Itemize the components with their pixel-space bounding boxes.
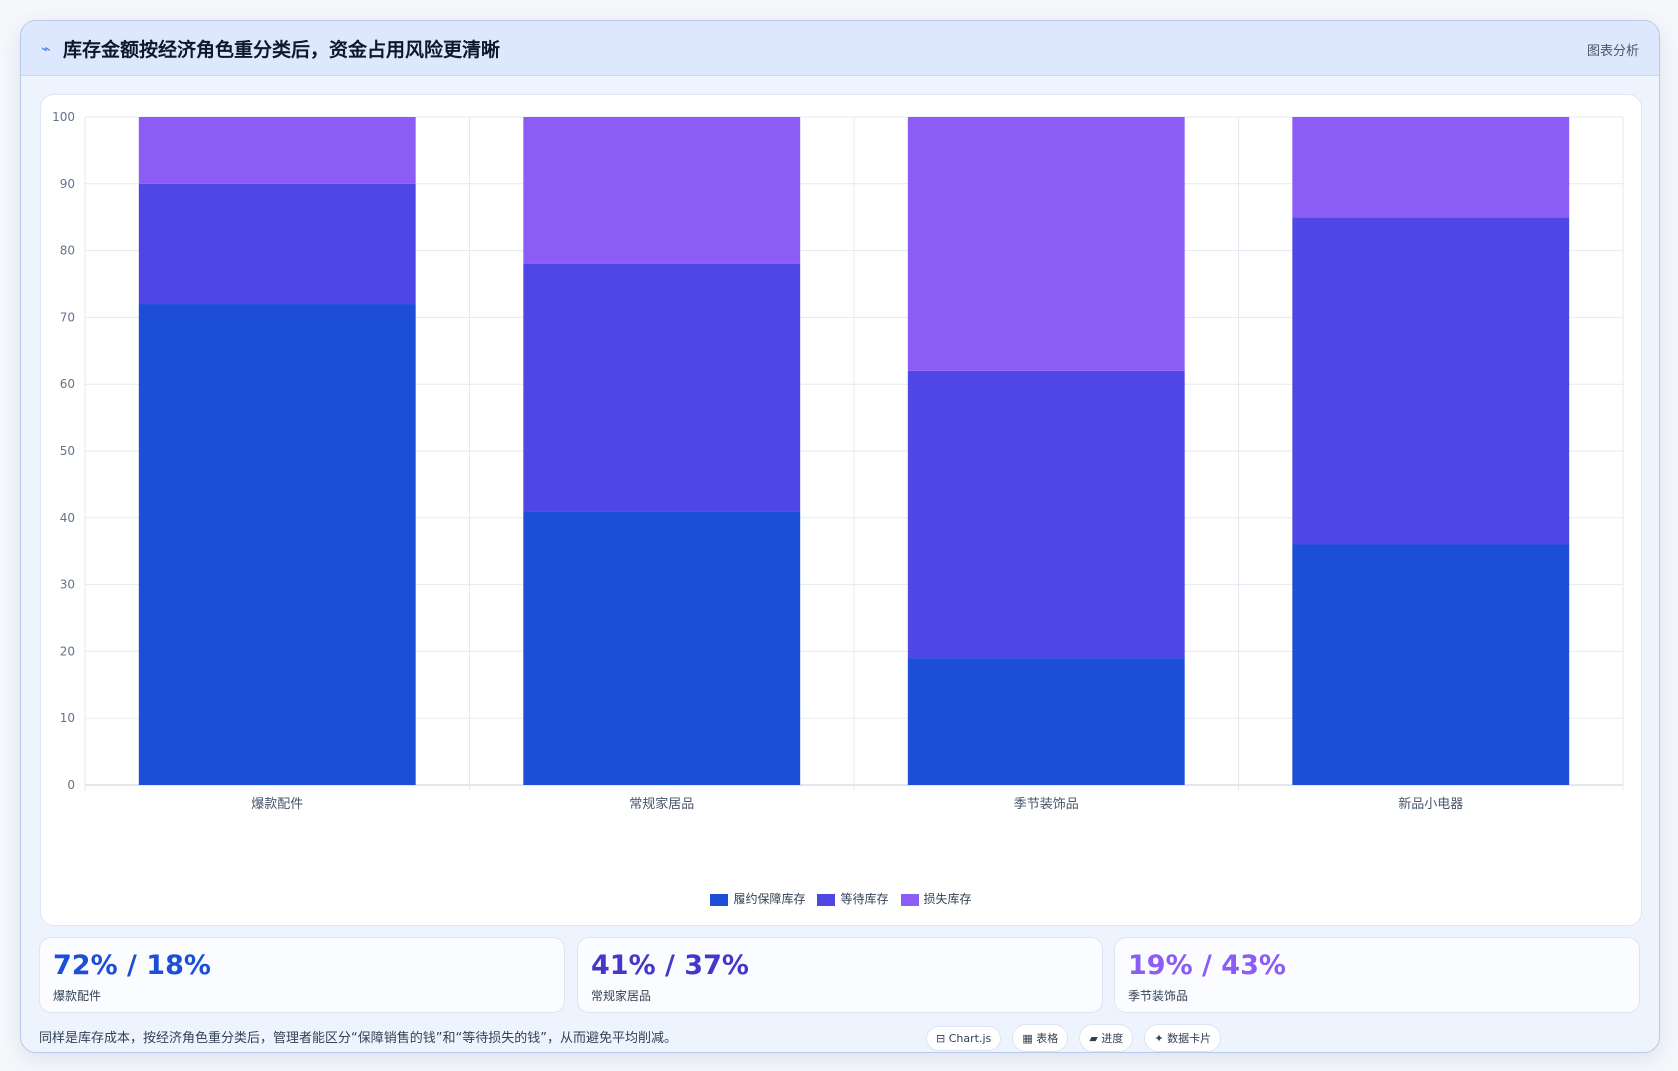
y-tick-label: 80 [60, 244, 75, 258]
card-header: ⌁ 库存金额按经济角色重分类后，资金占用风险更清晰 图表分析 [21, 21, 1659, 76]
legend-item[interactable]: 等待库存 [817, 890, 889, 907]
legend-label: 损失库存 [923, 892, 972, 906]
y-tick-label: 70 [60, 310, 75, 324]
chart-type-tag: 图表分析 [1586, 44, 1639, 59]
legend-swatch [817, 893, 836, 906]
stat-value: 72% / 18% [53, 950, 211, 981]
stat-card-1: 72% / 18% 爆款配件 [39, 937, 565, 1013]
bar-segment [1292, 117, 1570, 218]
stat-label: 常规家居品 [591, 989, 652, 1003]
plot-panel: 0 10 20 30 40 50 60 70 80 90 100 爆款配件 常规家居品 季节装饰品 新品小电… [40, 94, 1642, 926]
legend-item[interactable]: 损失库存 [900, 890, 972, 907]
y-tick-label: 90 [60, 177, 75, 191]
x-tick-label: 新品小电器 [1398, 796, 1463, 812]
stat-label: 季节装饰品 [1128, 989, 1189, 1003]
footer-note: 同样是库存成本，按经济角色重分类后，管理者能区分“保障销售的钱”和“等待损失的钱… [39, 1031, 677, 1046]
x-tick-label: 常规家居品 [629, 796, 694, 812]
y-tick-label: 50 [60, 444, 75, 458]
bar-segment [523, 117, 801, 264]
bar-segment [138, 117, 416, 184]
legend-swatch [900, 893, 919, 906]
chip-table[interactable]: ▦ 表格 [1012, 1024, 1069, 1052]
chip-data-card[interactable]: ✦ 数据卡片 [1144, 1024, 1222, 1052]
legend-swatch [710, 893, 729, 906]
stat-label: 爆款配件 [53, 989, 102, 1003]
bar-segment [907, 658, 1185, 785]
legend-item[interactable]: 履约保障库存 [710, 890, 805, 907]
bar-segment [1292, 544, 1570, 785]
legend-label: 履约保障库存 [733, 892, 806, 906]
chart-title: 库存金额按经济角色重分类后，资金占用风险更清晰 [63, 39, 501, 61]
stat-card-3: 19% / 43% 季节装饰品 [1114, 937, 1640, 1013]
trend-icon: ⌁ [41, 39, 51, 58]
bar-segment [138, 304, 416, 785]
y-tick-label: 100 [52, 110, 75, 124]
chip-chartjs[interactable]: ⊟ Chart.js [926, 1026, 1002, 1051]
y-tick-label: 40 [60, 511, 75, 525]
bar-segment [523, 511, 801, 785]
stat-value: 19% / 43% [1128, 950, 1286, 981]
bar-segment [523, 263, 801, 512]
chart-legend: 履约保障库存 等待库存 损失库存 [41, 890, 1641, 907]
bar-segment [1292, 217, 1570, 545]
bar-segment [907, 117, 1185, 371]
stat-value: 41% / 37% [591, 950, 749, 981]
legend-label: 等待库存 [840, 892, 889, 906]
bar-segment [138, 183, 416, 305]
bar-segment [907, 370, 1185, 659]
chip-progress[interactable]: ▰ 进度 [1079, 1024, 1134, 1052]
view-chips: ⊟ Chart.js ▦ 表格 ▰ 进度 ✦ 数据卡片 [926, 1024, 1227, 1052]
stacked-bar-chart: 0 10 20 30 40 50 60 70 80 90 100 爆款配件 常规家居品 季节装饰品 新品小电… [52, 110, 1624, 812]
stat-card-2: 41% / 37% 常规家居品 [577, 937, 1103, 1013]
y-tick-label: 60 [60, 377, 75, 391]
y-tick-label: 20 [60, 644, 75, 658]
x-tick-label: 爆款配件 [251, 797, 303, 812]
chart-card: ⌁ 库存金额按经济角色重分类后，资金占用风险更清晰 图表分析 0 10 20 30 40… [20, 20, 1660, 1053]
y-tick-label: 30 [60, 578, 75, 592]
y-tick-label: 0 [67, 778, 75, 792]
x-tick-label: 季节装饰品 [1014, 797, 1079, 812]
y-tick-label: 10 [60, 711, 75, 725]
